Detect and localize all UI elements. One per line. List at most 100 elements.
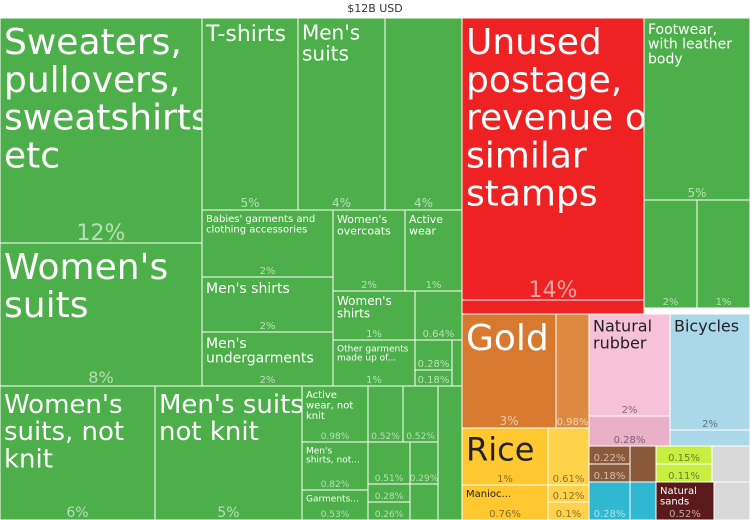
treemap-tile[interactable]: 0.26% (367, 501, 411, 520)
treemap-tile[interactable]: 0.11% (655, 463, 713, 483)
treemap-tile[interactable]: 0.52% (402, 385, 439, 443)
tile-rect[interactable] (437, 385, 463, 520)
tile-rect[interactable] (713, 481, 750, 520)
treemap-tile[interactable]: Manioc... 0.76% (461, 484, 549, 520)
tile-rect[interactable] (332, 209, 406, 292)
tile-rect[interactable] (696, 199, 750, 309)
treemap-tile[interactable]: 0.28% (367, 483, 411, 503)
tile-rect[interactable] (461, 18, 645, 301)
treemap-tile[interactable]: 0.29% (409, 441, 439, 485)
treemap-tile[interactable]: Active wear 1% (404, 209, 463, 292)
treemap-tile[interactable]: 0.98% (555, 313, 590, 429)
tile-share: 0.52% (406, 432, 435, 442)
tile-rect[interactable] (588, 415, 671, 447)
treemap-tile[interactable]: 0.28% (414, 339, 453, 371)
tile-rect[interactable] (643, 18, 750, 201)
treemap-tile[interactable]: 0.1% (547, 501, 590, 520)
tile-rect[interactable] (711, 445, 750, 483)
treemap-tile[interactable]: 0.28% (588, 415, 671, 447)
tile-share: 0.15% (668, 453, 700, 464)
treemap-tile[interactable]: 0.18% (588, 463, 631, 483)
treemap-tile[interactable]: Men's undergarments 2% (201, 331, 334, 387)
treemap-tile[interactable]: Men's suits 4% (297, 18, 386, 211)
treemap-tile[interactable]: Unused postage, revenue o similar stamps 14% (461, 18, 647, 303)
treemap-tile[interactable] (437, 385, 463, 520)
tile-rect[interactable] (555, 313, 590, 429)
treemap-tile[interactable]: Women's suits 8% (0, 242, 203, 387)
treemap-tile[interactable]: Men's shirts 2% (201, 276, 334, 333)
treemap-tile[interactable]: 4% (384, 18, 463, 211)
tile-rect[interactable] (0, 18, 203, 244)
tile-rect[interactable] (461, 427, 549, 486)
treemap-tile[interactable]: 0.61% (547, 427, 590, 486)
tile-rect[interactable] (669, 313, 750, 431)
treemap-tile[interactable] (713, 481, 750, 520)
treemap-tile[interactable]: Other garments made up of... 1% (332, 339, 416, 387)
treemap-tile[interactable] (629, 481, 657, 520)
treemap-tile[interactable] (461, 299, 645, 315)
tile-rect[interactable] (461, 299, 645, 315)
treemap-tile[interactable] (451, 339, 463, 387)
treemap-tile[interactable]: 0.12% (547, 484, 590, 503)
tile-share: 0.28% (594, 509, 626, 520)
tile-rect[interactable] (404, 209, 463, 292)
tile-share: 0.29% (410, 474, 439, 484)
tile-rect[interactable] (201, 18, 299, 211)
treemap-tile[interactable]: Men's suits not knit 5% (154, 385, 304, 520)
treemap-tile[interactable]: 0.28% (588, 481, 631, 520)
treemap-tile[interactable]: Women's suits, not knit 6% (0, 385, 156, 520)
treemap-tile[interactable]: Footwear, with leather body 5% (643, 18, 750, 201)
tile-rect[interactable] (384, 18, 463, 211)
treemap-tile[interactable]: 1% (696, 199, 750, 309)
treemap-tile[interactable]: Bicycles 2% (669, 313, 750, 431)
treemap-tile[interactable]: 2% (643, 199, 698, 309)
treemap-tile[interactable]: Women's overcoats 2% (332, 209, 406, 292)
tile-label: Men's suits not knit (159, 390, 304, 447)
tile-share: 8% (88, 368, 113, 387)
tile-rect[interactable] (201, 209, 334, 278)
treemap-tile[interactable]: Active wear, not knit 0.98% (301, 385, 369, 443)
tile-rect[interactable] (451, 339, 463, 387)
treemap-tile[interactable]: Sweaters, pullovers, sweatshirts, etc 12% (0, 18, 221, 246)
tile-rect[interactable] (0, 242, 203, 387)
tile-rect[interactable] (655, 481, 715, 520)
treemap-tile[interactable] (409, 483, 439, 520)
treemap-tile[interactable]: 0.51% (367, 441, 411, 485)
treemap-tile[interactable]: 0.52% (367, 385, 404, 443)
tile-rect[interactable] (629, 481, 657, 520)
tile-rect[interactable] (461, 313, 557, 429)
tile-rect[interactable] (414, 339, 453, 371)
tile-rect[interactable] (588, 481, 631, 520)
tile-rect[interactable] (414, 290, 463, 341)
treemap-tile[interactable]: 0.18% (414, 369, 453, 387)
treemap-tile[interactable] (669, 429, 750, 447)
tile-rect[interactable] (201, 331, 334, 387)
treemap-tile[interactable]: Garments... 0.53% (301, 489, 369, 520)
tile-rect[interactable] (154, 385, 303, 520)
tile-share: 1% (366, 375, 382, 386)
tile-rect[interactable] (297, 18, 386, 211)
tile-rect[interactable] (332, 290, 416, 341)
treemap-tile[interactable]: Gold 3% (461, 313, 557, 429)
tile-rect[interactable] (402, 385, 439, 443)
treemap-tile[interactable] (711, 445, 750, 483)
tile-rect[interactable] (409, 483, 439, 520)
tile-rect[interactable] (588, 313, 671, 417)
tile-rect[interactable] (669, 429, 750, 447)
treemap-tile[interactable]: Rice 1% (461, 427, 549, 486)
tile-share: 0.82% (321, 480, 350, 490)
treemap-tile[interactable] (629, 445, 657, 483)
tile-rect[interactable] (643, 199, 698, 309)
treemap-tile[interactable]: Natural rubber 2% (588, 313, 671, 417)
treemap-tile[interactable]: T-shirts 5% (201, 18, 299, 211)
treemap-tile[interactable]: 0.64% (414, 290, 463, 341)
tile-rect[interactable] (629, 445, 657, 483)
treemap-tile[interactable]: Men's shirts, not... 0.82% (301, 441, 369, 491)
treemap-tile[interactable]: 0.15% (655, 445, 713, 465)
tile-rect[interactable] (461, 484, 549, 520)
treemap-tile[interactable]: Babies' garments and clothing accessories… (201, 209, 334, 278)
treemap-tile[interactable]: 0.22% (588, 445, 631, 465)
treemap-tile[interactable]: Women's shirts 1% (332, 290, 416, 341)
tile-rect[interactable] (367, 385, 404, 443)
